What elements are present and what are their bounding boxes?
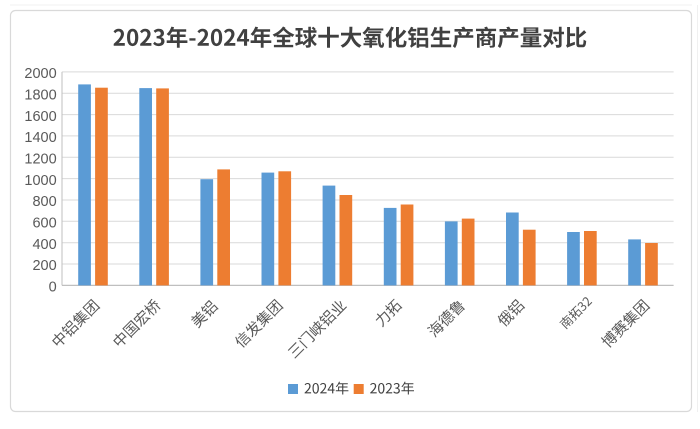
svg-text:200: 200 — [32, 258, 56, 274]
svg-text:800: 800 — [32, 194, 56, 210]
svg-text:400: 400 — [32, 237, 56, 253]
svg-text:1800: 1800 — [24, 87, 56, 103]
svg-text:2000: 2000 — [24, 66, 56, 82]
svg-text:0: 0 — [49, 280, 57, 296]
svg-text:1000: 1000 — [24, 173, 56, 189]
svg-text:1600: 1600 — [24, 109, 56, 125]
svg-text:1200: 1200 — [24, 152, 56, 168]
svg-text:1400: 1400 — [24, 130, 56, 146]
svg-text:600: 600 — [32, 216, 56, 232]
